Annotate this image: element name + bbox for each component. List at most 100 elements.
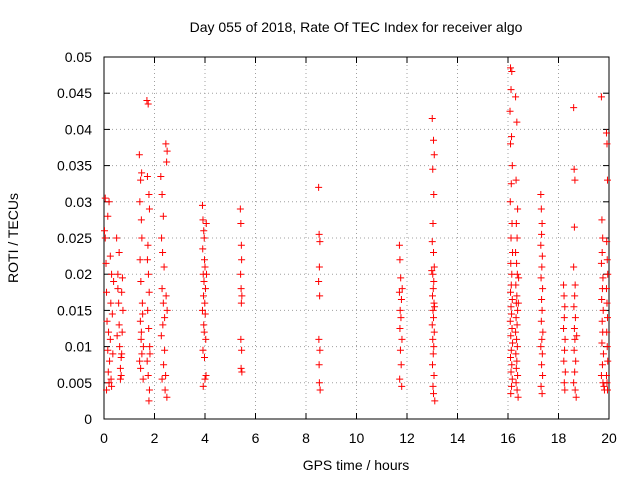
y-tick-label: 0.02 — [65, 266, 92, 282]
data-point — [315, 361, 323, 369]
data-point — [398, 335, 406, 343]
data-point — [315, 277, 323, 285]
data-point — [560, 314, 568, 322]
data-point — [396, 375, 404, 383]
y-tick-label: 0.01 — [65, 339, 92, 355]
data-point — [161, 386, 169, 394]
data-point — [429, 361, 437, 369]
data-point — [429, 350, 437, 358]
data-point — [137, 216, 145, 224]
data-point — [512, 328, 520, 336]
data-point — [143, 172, 151, 180]
y-tick-label: 0.03 — [65, 194, 92, 210]
data-point — [161, 314, 169, 322]
data-point — [537, 205, 545, 213]
data-point — [199, 382, 207, 390]
data-point — [101, 194, 109, 202]
x-tick-label: 16 — [500, 430, 516, 446]
data-point — [599, 234, 607, 242]
data-point — [571, 386, 579, 394]
data-point — [509, 339, 517, 347]
data-point — [113, 332, 121, 340]
y-tick-label: 0.015 — [57, 302, 92, 318]
data-point — [430, 151, 438, 159]
data-point — [539, 328, 547, 336]
data-point — [560, 281, 568, 289]
data-point — [602, 285, 610, 293]
data-point — [398, 285, 406, 293]
data-point — [105, 198, 113, 206]
data-point — [108, 270, 116, 278]
data-point — [507, 346, 515, 354]
data-point — [507, 234, 515, 242]
data-point — [137, 364, 145, 372]
data-point — [114, 285, 122, 293]
data-point — [537, 274, 545, 282]
data-point — [105, 379, 113, 387]
data-point — [599, 350, 607, 358]
y-tick-label: 0.04 — [65, 121, 92, 137]
data-point — [570, 379, 578, 387]
x-tick-label: 6 — [252, 430, 260, 446]
data-point — [515, 274, 523, 282]
data-point — [119, 306, 127, 314]
data-point — [513, 321, 521, 329]
data-point — [316, 238, 324, 246]
data-point — [507, 140, 515, 148]
data-point — [603, 314, 611, 322]
data-point — [538, 350, 546, 358]
data-point — [514, 393, 522, 401]
data-point — [238, 368, 246, 376]
data-point — [137, 176, 145, 184]
data-point — [603, 256, 611, 264]
data-point — [398, 382, 406, 390]
data-point — [144, 306, 152, 314]
data-point — [236, 205, 244, 213]
y-tick-label: 0.045 — [57, 85, 92, 101]
data-point — [200, 234, 208, 242]
data-point — [145, 386, 153, 394]
data-point — [396, 346, 404, 354]
data-point — [145, 325, 153, 332]
data-point — [603, 238, 611, 246]
data-point — [512, 364, 520, 372]
data-point — [428, 238, 436, 246]
data-point — [602, 372, 610, 380]
data-point — [603, 176, 611, 184]
data-point — [561, 368, 569, 376]
data-point — [117, 353, 125, 361]
data-point — [118, 350, 126, 358]
data-point — [513, 234, 521, 242]
data-point — [598, 248, 606, 256]
data-point — [158, 191, 166, 199]
data-point — [603, 140, 611, 148]
data-point — [508, 361, 516, 369]
data-point — [507, 368, 515, 376]
y-tick-label: 0.005 — [57, 375, 92, 391]
data-point — [571, 368, 579, 376]
data-point — [508, 310, 516, 318]
data-point — [602, 129, 610, 137]
data-point — [316, 292, 324, 300]
data-point — [507, 180, 515, 188]
data-point — [598, 339, 606, 347]
data-point — [200, 353, 208, 361]
data-point — [512, 281, 520, 289]
data-point — [603, 328, 611, 336]
data-point — [143, 96, 151, 104]
data-point — [513, 259, 521, 267]
data-point — [538, 230, 546, 238]
data-point — [560, 325, 568, 332]
data-point — [430, 191, 438, 199]
data-point — [572, 357, 580, 365]
data-point — [508, 162, 516, 170]
x-tick-label: 4 — [201, 430, 209, 446]
data-point — [539, 285, 547, 293]
data-point — [315, 230, 323, 238]
data-point — [109, 350, 117, 358]
data-point — [315, 263, 323, 271]
data-point — [146, 343, 154, 351]
data-point — [159, 321, 167, 329]
data-point — [598, 361, 606, 369]
data-point — [538, 220, 546, 228]
